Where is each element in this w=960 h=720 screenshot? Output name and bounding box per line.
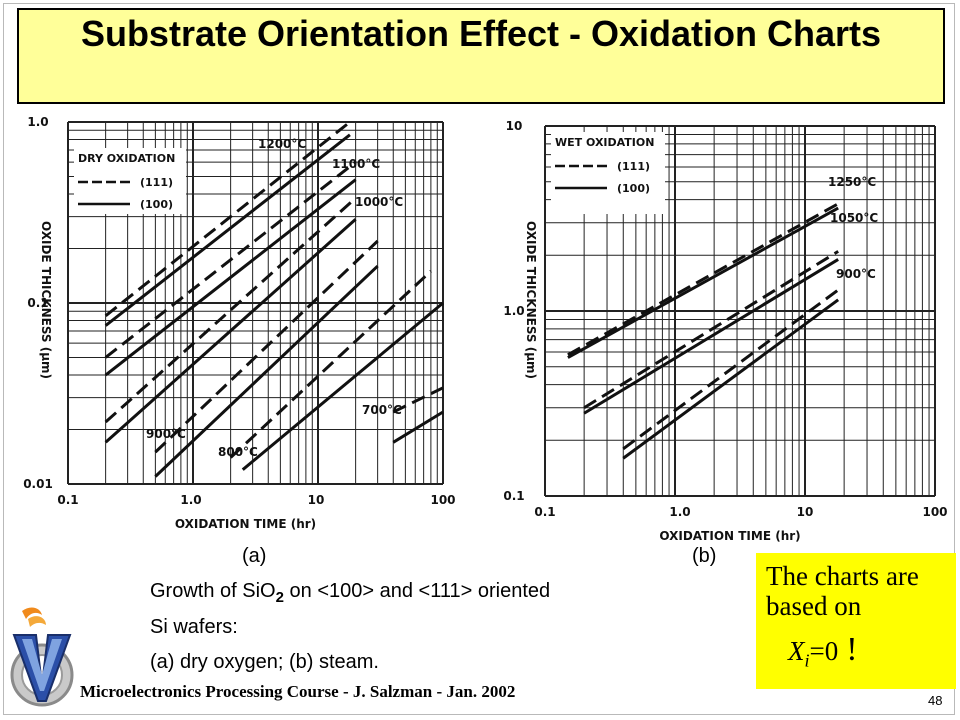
- x-tick-label: 10: [308, 493, 325, 507]
- note-xi-rest: =0: [809, 636, 839, 666]
- series-line: [392, 410, 444, 444]
- legend-title: DRY OXIDATION: [78, 152, 175, 165]
- temperature-label: 1200°C: [258, 137, 306, 151]
- temperature-label: 1250°C: [828, 175, 876, 189]
- legend-label: (111): [140, 176, 173, 189]
- series-line: [154, 264, 379, 478]
- series-line: [154, 239, 379, 454]
- temperature-label: 1100°C: [332, 157, 380, 171]
- panel-label-b: (b): [692, 545, 717, 567]
- legend-box: [551, 132, 665, 214]
- footer-text: Microelectronics Processing Course - J. …: [80, 682, 516, 701]
- x-axis-label: OXIDATION TIME (hr): [175, 517, 316, 531]
- y-tick-label: 1.0: [503, 304, 524, 318]
- y-axis-label: OXIDE THICKNESS (μm): [524, 221, 538, 379]
- series-line: [104, 218, 357, 444]
- temperature-label: 1000°C: [355, 195, 403, 209]
- legend-title: WET OXIDATION: [555, 136, 654, 149]
- note-line-1: The charts are: [766, 561, 919, 591]
- y-tick-label: 0.1: [27, 296, 48, 310]
- panel-label-a: (a): [242, 545, 267, 567]
- note-xi-sub: i: [804, 650, 810, 671]
- temperature-label: 800°C: [218, 445, 258, 459]
- temperature-label: 900°C: [836, 267, 876, 281]
- caption-line-2: Si wafers:: [150, 616, 238, 638]
- x-tick-label: 0.1: [534, 505, 555, 519]
- y-tick-label: 10: [506, 119, 523, 133]
- note-formula: Xi=0!: [788, 633, 956, 675]
- series-line: [229, 270, 432, 459]
- series-line: [583, 258, 839, 415]
- legend-label: (100): [140, 198, 173, 211]
- series-line: [392, 386, 444, 414]
- x-axis-label: OXIDATION TIME (hr): [659, 529, 800, 543]
- caption-line-3: (a) dry oxygen; (b) steam.: [150, 651, 379, 673]
- caption-suffix: on <100> and <111> oriented: [283, 580, 551, 602]
- x-tick-label: 100: [430, 493, 455, 507]
- page-number: 48: [928, 693, 943, 708]
- x-tick-label: 1.0: [669, 505, 690, 519]
- series-line: [583, 250, 839, 410]
- title-box: Substrate Orientation Effect - Oxidation…: [17, 8, 945, 104]
- caption-line-1: Growth of SiO2 on <100> and <111> orient…: [150, 580, 550, 606]
- series-line: [567, 206, 839, 359]
- series-line: [241, 301, 444, 471]
- x-tick-label: 0.1: [57, 493, 78, 507]
- note-bang: !: [846, 631, 858, 668]
- note-line-2: based on: [766, 591, 862, 621]
- chart-panel-b: 0.1 1.0 10 100 0.1 1.0 10 OXIDATION TIME (hr) OX…: [503, 119, 947, 543]
- series-line: [104, 133, 351, 327]
- legend-label: (100): [617, 182, 650, 195]
- series-line: [104, 196, 357, 424]
- series-line: [104, 160, 357, 359]
- note-xi-var: X: [788, 636, 805, 666]
- series-line: [622, 288, 840, 450]
- temperature-label: 900°C: [146, 427, 186, 441]
- legend-label: (111): [617, 160, 650, 173]
- series-line: [104, 178, 357, 377]
- note-box: The charts are based on Xi=0!: [756, 553, 956, 689]
- temperature-label: 700°C: [362, 403, 402, 417]
- series-line: [567, 202, 839, 357]
- technion-logo-icon: [10, 607, 74, 707]
- y-tick-label: 0.01: [23, 477, 53, 491]
- y-tick-label: 0.1: [503, 489, 524, 503]
- slide-frame: [3, 3, 955, 715]
- x-tick-label: 1.0: [180, 493, 201, 507]
- chart-panel-a: 0.1 1.0 10 100 0.01 0.1 1.0 OXIDATION TIME (hr)…: [23, 115, 455, 531]
- x-tick-label: 10: [797, 505, 814, 519]
- caption-prefix: Growth of SiO: [150, 580, 276, 602]
- caption-sub: 2: [275, 589, 284, 606]
- y-axis-label: OXIDE THICKNESS (μm): [39, 221, 53, 379]
- y-tick-label: 1.0: [27, 115, 48, 129]
- temperature-label: 1050°C: [830, 211, 878, 225]
- x-tick-label: 100: [922, 505, 947, 519]
- series-line: [622, 298, 840, 460]
- slide-title: Substrate Orientation Effect - Oxidation…: [80, 13, 882, 54]
- series-line: [104, 120, 351, 317]
